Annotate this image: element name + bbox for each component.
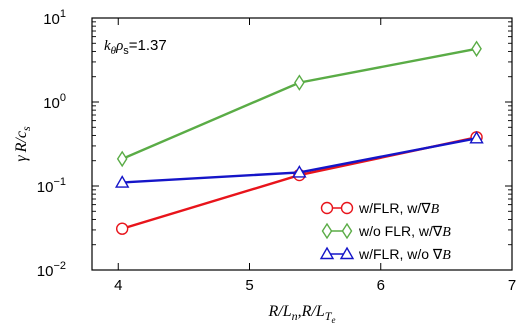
x-tick-label: 6 [377,277,385,294]
annotation: kθρs=1.37 [104,37,167,57]
x-tick-label: 5 [245,277,253,294]
y-tick-label: 10−1 [37,176,66,196]
series-layer [114,40,484,235]
data-point [469,130,484,144]
plot-frame [91,17,513,271]
legend-entry: w/FLR, w/∇B [320,200,440,217]
y-axis-label: γR/cs [13,126,33,162]
series-diamond [116,40,482,168]
data-point [114,175,130,188]
axis-ticks [92,17,513,271]
y-tick-label: 101 [43,8,66,28]
legend-label: w/FLR, w/o ∇B [358,246,451,263]
y-tick-label: 10−2 [37,260,66,280]
legend-marker [321,222,333,240]
data-point [292,165,307,178]
annotation-text: kθρs=1.37 [104,37,167,57]
axis-labels: R/Ln,R/LTe γR/cs [13,126,335,325]
data-point [294,74,305,91]
legend-marker [319,246,335,260]
data-point [115,222,129,235]
legend-marker [341,222,353,240]
series-line [121,47,477,161]
x-tick-label: 4 [114,277,122,294]
series-triangle [114,130,484,188]
legend-entry: w/o FLR, w/∇B [321,222,451,240]
legend-entry: w/FLR, w/o ∇B [319,246,451,263]
data-point [116,150,128,168]
legend-marker [339,246,355,260]
tick-labels: 4 5 6 7 101 100 10−1 10−2 [37,8,516,294]
legend-marker [320,201,334,215]
data-point [471,40,482,58]
legend: w/FLR, w/∇B w/o FLR, w/∇B w/FLR, w/o ∇B [319,200,451,263]
x-axis-label: R/Ln,R/LTe [268,303,336,325]
y-tick-label: 100 [43,92,66,112]
legend-marker [340,201,354,215]
legend-label: w/FLR, w/∇B [358,200,440,217]
x-tick-label: 7 [508,277,516,294]
legend-label: w/o FLR, w/∇B [358,223,451,240]
